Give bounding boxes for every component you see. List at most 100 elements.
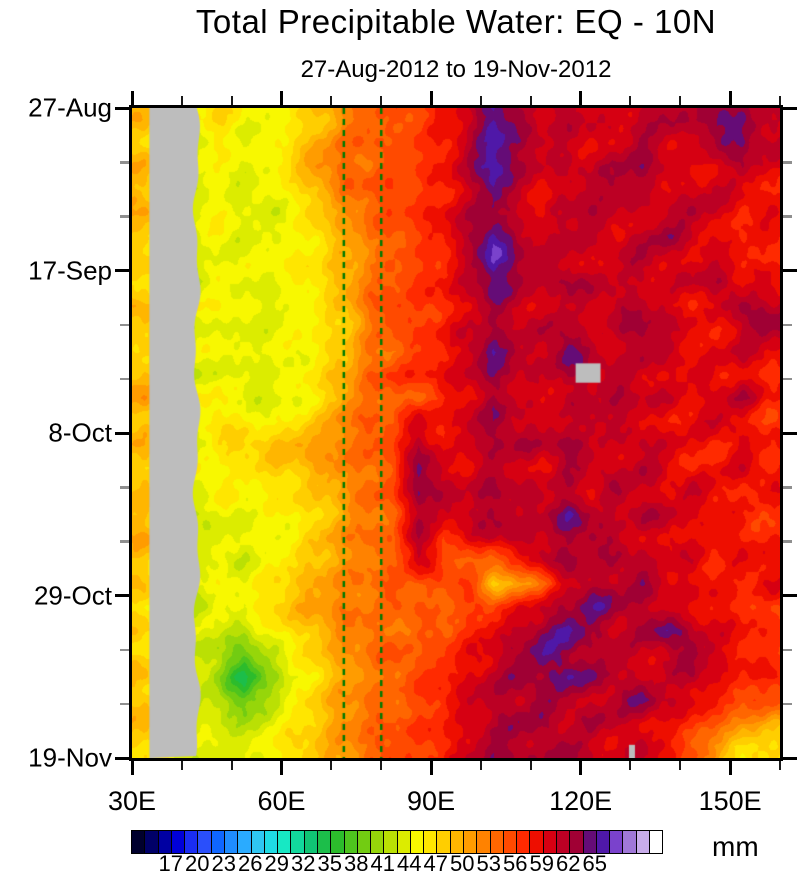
colorbar-tick-label: 38 [344,851,369,872]
colorbar-cell [542,831,556,853]
colorbar-tick-label: 41 [370,851,395,872]
heatmap-canvas [132,108,780,758]
colorbar-cell [132,831,145,853]
x-minor-tick [529,96,532,105]
x-minor-tick [330,96,333,105]
colorbar-cell [263,831,278,853]
x-axis-tick-label: 90E [407,786,456,816]
x-minor-tick [230,96,233,105]
x-minor-tick [479,761,482,770]
x-minor-tick [679,761,682,770]
colorbar-cell [556,831,570,853]
y-minor-tick [120,377,129,381]
colorbar-tick-label: 44 [397,851,422,872]
colorbar-cell [489,831,503,853]
colorbar-cell [622,831,636,853]
y-minor-tick [783,702,792,706]
colorbar-tick-label: 47 [423,851,448,872]
colorbar-cell [502,831,517,853]
x-minor-tick [529,761,532,770]
colorbar-cell [303,831,317,853]
y-axis-tick-label: 29-Oct [33,580,112,610]
x-minor-tick [629,761,632,770]
y-minor-tick [120,540,129,543]
colorbar-tick-label: 65 [582,851,607,872]
y-axis-tick-label: 27-Aug [28,92,112,123]
x-major-tick [429,91,433,105]
y-major-tick [783,269,797,272]
y-major-tick [115,594,129,597]
colorbar-tick-label: 35 [317,851,342,872]
y-major-tick [783,594,797,597]
y-minor-tick [120,323,129,327]
colorbar-tick-label: 23 [211,851,236,872]
colorbar-cell [184,831,198,853]
y-minor-tick [783,161,792,164]
x-major-tick [130,91,134,105]
x-axis-tick-label: 60E [257,786,306,816]
colorbar-unit-label: mm [712,831,759,862]
colorbar-cell [370,831,384,853]
y-major-tick [115,106,129,110]
chart-subtitle: 27-Aug-2012 to 19-Nov-2012 [300,56,612,83]
x-major-tick [429,761,433,775]
x-major-tick [579,91,583,105]
colorbar-cell [157,831,171,853]
colorbar-cell [170,831,185,853]
colorbar-cell [237,831,251,853]
x-minor-tick [629,96,632,105]
colorbar-cell [476,831,490,853]
colorbar-cell [290,831,304,853]
colorbar-cell [144,831,158,853]
colorbar-cell [210,831,224,853]
y-minor-tick [120,702,129,706]
colorbar-cell [330,831,344,853]
y-minor-tick [120,486,129,489]
colorbar [131,830,663,854]
colorbar-cell [595,831,610,853]
colorbar-cell [529,831,543,853]
y-major-tick [783,756,797,760]
colorbar-cell [582,831,596,853]
colorbar-cell [635,831,649,853]
x-major-tick [579,761,583,775]
y-minor-tick [120,161,129,164]
colorbar-cell [569,831,583,853]
colorbar-tick-label: 59 [529,851,554,872]
x-major-tick [728,761,732,775]
colorbar-cell [449,831,464,853]
x-minor-tick [779,96,781,105]
x-minor-tick [779,761,781,770]
x-minor-tick [330,761,333,770]
colorbar-cell [356,831,371,853]
y-major-tick [783,106,797,110]
colorbar-tick-label: 29 [264,851,289,872]
chart-title: Total Precipitable Water: EQ - 10N [195,3,717,40]
y-major-tick [115,269,129,272]
colorbar-cell [648,831,663,853]
y-minor-tick [783,540,792,543]
colorbar-cell [436,831,450,853]
colorbar-tick-label: 26 [238,851,263,872]
colorbar-cell [250,831,264,853]
x-axis-tick-label: 30E [107,786,157,816]
colorbar-cell [609,831,623,853]
y-minor-tick [783,215,792,218]
colorbar-cell [409,831,424,853]
y-axis-tick-label: 17-Sep [28,255,112,285]
y-minor-tick [783,323,792,327]
colorbar-tick-label: 50 [450,851,475,872]
colorbar-tick-label: 62 [556,851,581,872]
colorbar-tick-label: 20 [185,851,210,872]
x-minor-tick [230,761,233,770]
y-minor-tick [783,486,792,489]
y-axis-tick-label: 19-Nov [28,742,112,773]
x-minor-tick [380,761,383,770]
x-minor-tick [180,761,183,770]
x-minor-tick [180,96,183,105]
colorbar-tick-label: 56 [503,851,528,872]
colorbar-cell [277,831,291,853]
colorbar-tick-label: 32 [291,851,316,872]
colorbar-cell [463,831,477,853]
